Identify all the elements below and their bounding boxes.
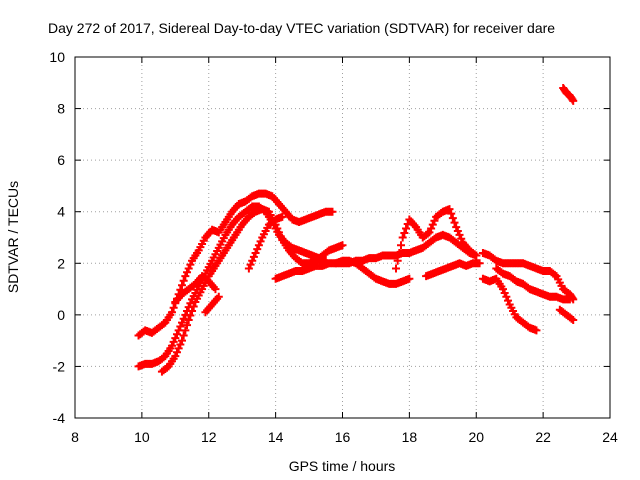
data-point [251, 248, 260, 257]
data-point [253, 245, 262, 254]
x-tick-label: 18 [402, 429, 418, 445]
data-point [254, 241, 263, 250]
x-tick-label: 12 [201, 429, 217, 445]
data-point [214, 292, 223, 301]
data-point [256, 237, 265, 246]
y-tick-label: 0 [57, 307, 65, 323]
data-point [472, 251, 481, 260]
data-point [445, 205, 454, 214]
data-points [134, 83, 578, 376]
x-tick-labels: 8 10 12 14 16 18 20 22 24 [71, 429, 618, 445]
data-point [176, 322, 185, 331]
data-point [178, 336, 186, 345]
x-tick-label: 14 [268, 429, 284, 445]
x-tick-label: 20 [468, 429, 484, 445]
y-tick-labels: -4 -2 0 2 4 6 8 10 [49, 49, 65, 426]
data-point [450, 218, 459, 227]
data-point [183, 268, 192, 277]
data-point [189, 302, 198, 311]
data-point [338, 241, 347, 250]
series-arc-12 [492, 264, 574, 304]
data-point [249, 252, 258, 261]
data-point [186, 311, 195, 320]
data-point [278, 212, 287, 221]
data-point [179, 276, 188, 285]
data-point [169, 303, 178, 312]
data-point [181, 272, 190, 281]
data-point [400, 228, 409, 237]
x-tick-label: 8 [71, 429, 79, 445]
x-tick-label: 16 [335, 429, 351, 445]
data-point [246, 260, 255, 269]
data-point [167, 308, 176, 317]
chart-title: Day 272 of 2017, Sidereal Day-to-day VTE… [48, 20, 555, 36]
data-point [178, 281, 186, 290]
data-point [453, 227, 462, 236]
x-axis-title: GPS time / hours [289, 458, 396, 474]
data-point [455, 230, 464, 239]
series-arc-8 [331, 230, 481, 268]
data-point [569, 316, 578, 325]
data-point [398, 233, 407, 242]
y-tick-label: 8 [57, 101, 65, 117]
x-tick-label: 10 [134, 429, 150, 445]
x-tick-label: 22 [535, 429, 551, 445]
series-arc-10 [422, 259, 484, 281]
data-point [211, 285, 220, 294]
x-tick-label: 24 [602, 429, 618, 445]
data-point [395, 248, 404, 257]
data-point [428, 220, 437, 229]
grid-lines [75, 57, 610, 418]
data-point [502, 292, 511, 301]
data-point [402, 224, 411, 233]
y-tick-label: 2 [57, 255, 65, 271]
data-point [405, 274, 414, 283]
y-tick-label: -4 [53, 410, 66, 426]
y-axis-title: SDTVAR / TECUs [5, 181, 21, 293]
data-point [569, 96, 578, 105]
series-arc-3 [157, 205, 347, 376]
series-arc-5 [201, 292, 223, 317]
data-point [184, 316, 193, 325]
y-tick-label: 4 [57, 204, 65, 220]
data-point [447, 209, 456, 218]
data-point [532, 326, 541, 335]
series-arc-14 [555, 305, 578, 325]
data-point [448, 214, 457, 223]
data-point [504, 296, 513, 305]
data-point [181, 326, 190, 335]
y-tick-label: 6 [57, 152, 65, 168]
data-point [475, 259, 484, 268]
series-arc-4 [171, 272, 220, 306]
data-point [397, 241, 406, 250]
y-tick-label: 10 [49, 49, 65, 65]
data-point [393, 256, 402, 265]
series-arc-1 [134, 202, 330, 371]
data-point [183, 321, 192, 330]
data-point [172, 330, 181, 339]
data-point [392, 264, 400, 273]
series-arc-11 [478, 248, 578, 304]
axis-ticks [74, 56, 611, 419]
series-arc-13 [478, 274, 541, 335]
data-point [328, 207, 337, 216]
series-arc-15 [559, 83, 578, 105]
data-point [244, 264, 253, 273]
data-point [179, 331, 188, 340]
series-arc-6 [244, 212, 287, 273]
series-arc-9 [392, 205, 481, 273]
data-point [184, 264, 193, 273]
y-tick-label: -2 [53, 358, 66, 374]
data-point [565, 295, 574, 304]
data-point [452, 223, 461, 232]
data-point [188, 306, 197, 315]
